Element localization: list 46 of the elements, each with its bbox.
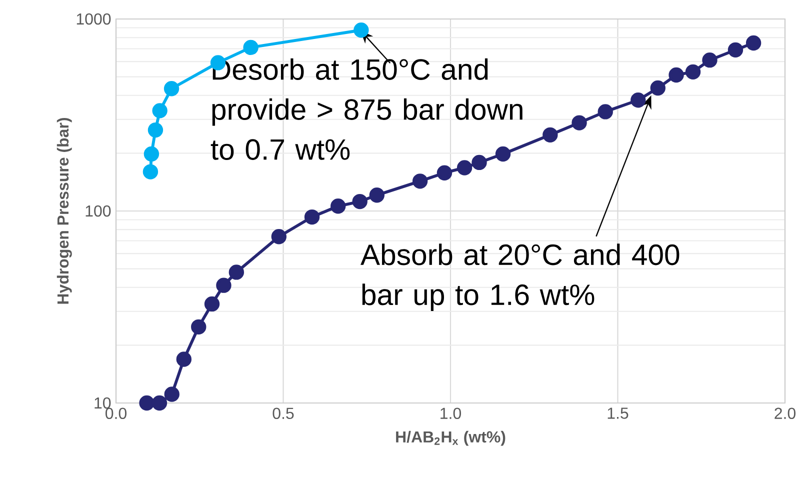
point [456,160,472,176]
point [330,198,346,214]
point [352,194,368,210]
point [572,115,587,130]
point [144,146,160,162]
annotation: Absorb at 20°C and 400 bar up to 1.6 wt% [360,244,680,311]
point [472,154,487,170]
point [728,42,744,58]
point [152,103,168,118]
y-tick-label: 100 [86,205,111,217]
point [228,264,244,280]
text: H/AB$_{2}$H$_{x}$ (wt%) [396,430,506,446]
point [148,122,164,138]
point [702,52,718,68]
x-tick-label: 0.0 [106,408,127,420]
point [630,92,646,108]
point [164,386,180,402]
point [598,104,613,120]
point [685,64,701,80]
point [152,395,168,411]
x-tick-label: 1.5 [608,408,628,419]
point [436,165,452,180]
x-tick-label: 0.5 [272,408,294,420]
point [369,187,385,203]
point [139,395,154,411]
x-tick-label: 1.0 [440,408,462,420]
point [304,209,320,225]
point [176,352,192,367]
point [354,22,369,38]
point [495,146,511,162]
y-tick-label: 1000 [76,13,111,25]
point [216,278,232,293]
point [271,229,287,244]
point [746,35,762,51]
point [204,296,220,312]
point [412,174,428,189]
point [191,319,206,335]
point [668,67,684,83]
y-axis-title: Hydrogen Pressure (bar) [56,118,72,304]
point [164,80,180,96]
point [243,40,258,56]
point [650,80,666,96]
point [142,164,158,180]
y-tick-label: 10 [94,397,111,409]
point [542,127,558,143]
x-tick-label: 2.0 [774,408,796,420]
